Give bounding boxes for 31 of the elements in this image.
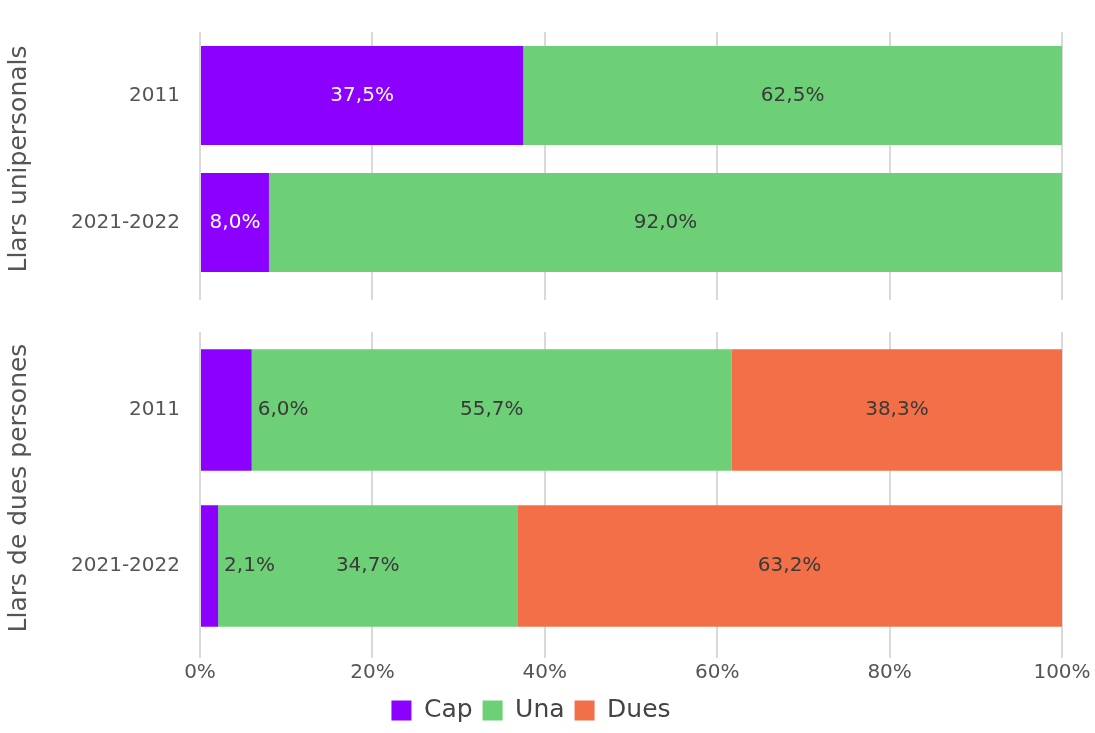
legend-label: Una	[515, 694, 565, 723]
x-tick-label: 60%	[694, 659, 740, 684]
data-label: 37,5%	[330, 81, 394, 106]
bar	[517, 505, 1062, 627]
y-tick-label: 2021-2022	[70, 208, 180, 233]
x-tick-label: 40%	[522, 659, 568, 684]
x-tick-label: 0%	[184, 659, 216, 684]
y-axis-title: Llars de dues persones	[2, 343, 32, 633]
y-axis-title: Llars unipersonals	[2, 45, 32, 273]
x-tick-label: 80%	[867, 659, 912, 684]
y-tick-label: 2011	[129, 396, 180, 421]
bar	[731, 349, 1062, 471]
bar	[251, 349, 732, 471]
legend-label: Dues	[607, 694, 671, 723]
data-label: 55,7%	[460, 396, 524, 421]
data-label: 62,5%	[760, 81, 825, 106]
data-label: 8,0%	[209, 208, 261, 233]
legend-label: Cap	[423, 694, 473, 723]
x-tick-label: 20%	[350, 659, 395, 684]
data-label: 6,0%	[257, 396, 309, 421]
bar	[201, 349, 252, 471]
data-label: 2,1%	[224, 552, 275, 577]
bar	[218, 505, 518, 627]
bar	[201, 505, 219, 627]
y-tick-label: 2011	[129, 81, 180, 106]
data-label: 92,0%	[633, 208, 698, 233]
data-label: 38,3%	[865, 396, 929, 421]
y-tick-label: 2021-2022	[70, 552, 180, 577]
data-label: 63,2%	[757, 552, 822, 577]
x-tick-label: 100%	[1033, 659, 1091, 684]
data-label: 34,7%	[335, 552, 400, 577]
